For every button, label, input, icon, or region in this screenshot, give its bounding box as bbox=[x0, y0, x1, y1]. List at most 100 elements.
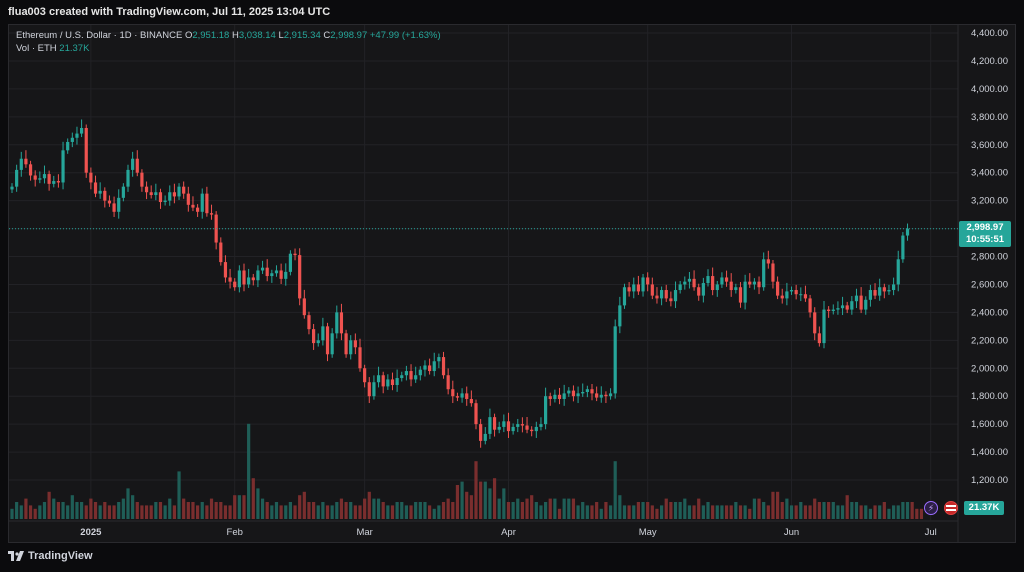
candle-body bbox=[428, 365, 432, 372]
symbol-label[interactable]: Ethereum / U.S. Dollar · 1D · BINANCE bbox=[16, 30, 183, 41]
candle-body bbox=[288, 253, 292, 272]
volume-bar bbox=[358, 505, 362, 519]
x-tick-label: Mar bbox=[356, 527, 372, 538]
candle-body bbox=[738, 287, 743, 303]
candle-body bbox=[622, 287, 627, 306]
volume-bar bbox=[878, 505, 882, 519]
lightning-event-icon[interactable]: ⚡ bbox=[924, 501, 938, 515]
volume-bar bbox=[711, 505, 715, 519]
volume-bar bbox=[669, 502, 673, 519]
candle-body bbox=[321, 326, 325, 341]
candle-body bbox=[15, 169, 19, 187]
candle-body bbox=[664, 290, 668, 299]
candle-body bbox=[673, 290, 678, 302]
volume-bar bbox=[919, 508, 924, 519]
volume-label[interactable]: Vol · ETH bbox=[16, 43, 57, 54]
candle-body bbox=[599, 394, 603, 398]
volume-bar bbox=[209, 498, 214, 519]
candle-body bbox=[172, 192, 176, 197]
candle-body bbox=[135, 158, 139, 173]
volume-bar bbox=[107, 505, 112, 519]
volume-bar bbox=[441, 502, 446, 519]
volume-bar bbox=[511, 502, 515, 519]
chart-legend: Ethereum / U.S. Dollar · 1D · BINANCE O2… bbox=[16, 30, 441, 56]
us-flag-icon[interactable] bbox=[944, 501, 958, 515]
x-tick-label: Apr bbox=[501, 527, 516, 538]
volume-bar bbox=[571, 498, 576, 519]
candle-body bbox=[794, 290, 798, 295]
candle-body bbox=[608, 393, 613, 397]
candle-body bbox=[836, 308, 840, 310]
candle-body bbox=[701, 283, 705, 296]
candle-body bbox=[460, 393, 464, 398]
volume-bar bbox=[539, 505, 543, 519]
candle-body bbox=[80, 127, 84, 134]
volume-bar bbox=[646, 502, 650, 519]
bar-countdown: 10:55:51 bbox=[965, 234, 1005, 245]
volume-bar bbox=[330, 505, 334, 519]
volume-bar bbox=[799, 502, 803, 519]
volume-bar bbox=[186, 502, 190, 519]
candle-body bbox=[882, 287, 886, 292]
volume-bar bbox=[214, 502, 218, 519]
volume-bar bbox=[70, 495, 74, 519]
footer-brand[interactable]: TradingView bbox=[8, 550, 93, 562]
volume-bar bbox=[135, 502, 139, 519]
candle-body bbox=[618, 305, 622, 327]
volume-bar bbox=[302, 491, 306, 519]
volume-bar bbox=[38, 505, 42, 519]
volume-bar bbox=[404, 505, 408, 519]
volume-bar bbox=[372, 498, 376, 519]
volume-bar bbox=[288, 502, 292, 519]
close-label: C bbox=[323, 30, 331, 41]
volume-bar bbox=[618, 495, 622, 519]
candle-body bbox=[52, 181, 56, 184]
candle-body bbox=[650, 284, 654, 296]
candle-body bbox=[562, 393, 566, 399]
volume-bar bbox=[409, 505, 413, 519]
candle-body bbox=[386, 379, 390, 387]
volume-bar bbox=[117, 502, 121, 519]
candle-body bbox=[247, 277, 251, 285]
y-tick-label: 2,800.00 bbox=[971, 252, 1008, 263]
candle-body bbox=[859, 295, 863, 310]
volume-bar bbox=[321, 502, 325, 519]
candle-body bbox=[42, 174, 47, 179]
candle-body bbox=[404, 371, 408, 376]
volume-bar bbox=[284, 505, 288, 519]
volume-bar bbox=[548, 498, 552, 519]
chart-frame[interactable] bbox=[8, 24, 1016, 543]
volume-bar bbox=[622, 505, 627, 519]
volume-bar bbox=[544, 502, 548, 519]
y-tick-label: 1,200.00 bbox=[971, 475, 1008, 486]
volume-bar bbox=[483, 481, 487, 519]
volume-bar bbox=[103, 502, 107, 519]
candle-body bbox=[502, 421, 506, 427]
volume-bar bbox=[678, 502, 682, 519]
volume-bar bbox=[154, 502, 158, 519]
candle-body bbox=[19, 158, 23, 170]
volume-bar bbox=[488, 488, 492, 519]
volume-bar bbox=[831, 502, 835, 519]
change-value: +47.99 (+1.63%) bbox=[369, 30, 441, 41]
volume-bar bbox=[608, 505, 613, 519]
candle-body bbox=[660, 290, 664, 299]
candle-body bbox=[497, 426, 501, 430]
volume-bar bbox=[316, 505, 320, 519]
candle-body bbox=[905, 228, 910, 236]
created-by-text: flua003 created with TradingView.com, Ju… bbox=[8, 6, 331, 18]
candle-body bbox=[776, 281, 780, 296]
candle-body bbox=[627, 287, 631, 292]
volume-bar bbox=[845, 495, 849, 519]
candle-body bbox=[557, 394, 562, 399]
candle-body bbox=[28, 164, 33, 176]
volume-bar bbox=[525, 498, 529, 519]
candle-body bbox=[455, 396, 460, 398]
candle-body bbox=[112, 203, 116, 212]
volume-bar bbox=[451, 502, 455, 519]
candle-body bbox=[641, 277, 645, 292]
volume-bar bbox=[479, 481, 483, 519]
candle-body bbox=[516, 424, 520, 427]
volume-bar bbox=[75, 502, 79, 519]
